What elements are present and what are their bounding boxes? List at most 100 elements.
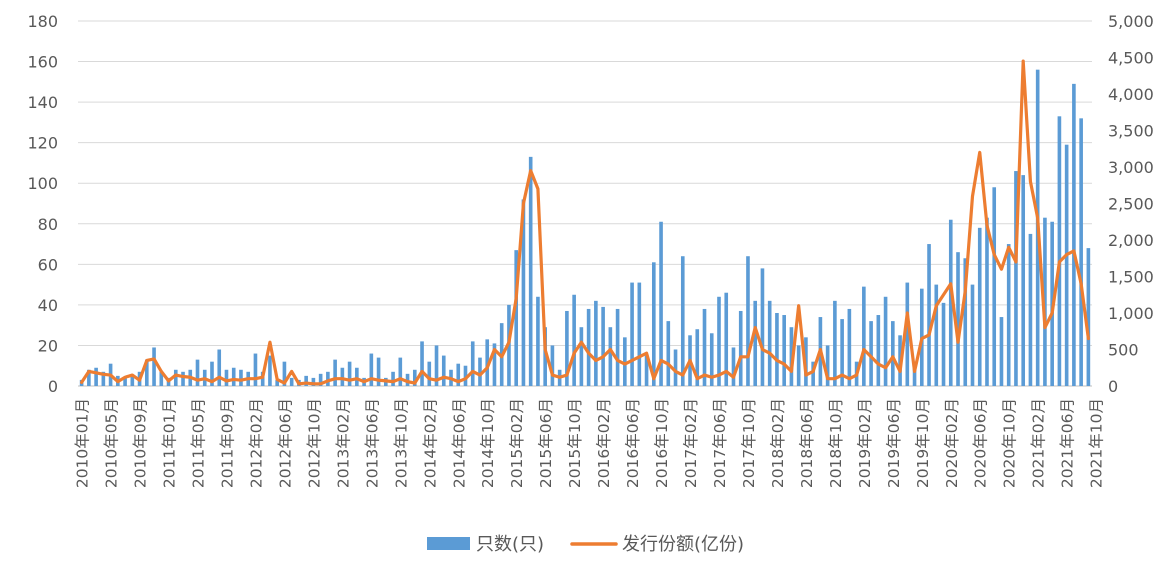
left-axis-tick-label: 40	[38, 296, 58, 315]
x-axis-tick-label: 2016年06月	[624, 398, 642, 488]
bar	[767, 300, 772, 386]
right-axis-tick-label: 3,000	[1108, 158, 1154, 177]
x-axis-tick-label: 2012年06月	[276, 398, 294, 488]
bar	[441, 355, 446, 386]
bar	[470, 341, 475, 386]
bar	[847, 308, 852, 386]
x-axis-tick-label: 2015年10月	[566, 398, 584, 488]
bar	[630, 282, 634, 386]
left-axis-tick-label: 160	[27, 53, 58, 72]
bar	[94, 367, 98, 386]
bar	[1079, 118, 1083, 386]
bar	[565, 310, 569, 386]
x-axis-tick-label: 2011年09月	[218, 398, 236, 488]
bar	[152, 347, 156, 386]
right-axis-tick-label: 2,500	[1108, 195, 1154, 214]
x-axis-tick-label: 2021年10月	[1088, 398, 1106, 488]
bar	[659, 221, 663, 386]
bar	[948, 219, 953, 386]
bar	[311, 377, 316, 386]
bar	[637, 282, 642, 386]
left-axis-tick-label: 100	[27, 174, 58, 193]
bar	[572, 294, 576, 386]
right-axis-tick-label: 2,000	[1108, 231, 1154, 250]
bar	[1014, 171, 1018, 386]
x-axis-tick-label: 2013年06月	[363, 398, 381, 488]
right-axis-tick-label: 4,000	[1108, 85, 1154, 104]
bar	[289, 377, 294, 386]
bar	[673, 349, 678, 386]
bar	[355, 367, 359, 386]
bar	[536, 296, 540, 386]
bar	[680, 256, 685, 386]
bar	[550, 345, 555, 386]
bar	[282, 361, 287, 386]
bar	[260, 371, 265, 386]
bar	[326, 371, 330, 386]
right-axis-tick-label: 500	[1108, 341, 1139, 360]
x-axis-tick-label: 2016年10月	[653, 398, 671, 488]
bar	[210, 361, 214, 386]
bar	[1064, 144, 1069, 386]
bar	[579, 327, 584, 386]
right-axis-tick-label: 3,500	[1108, 122, 1154, 141]
bar	[862, 286, 866, 386]
bar	[275, 379, 279, 386]
bar	[709, 333, 714, 386]
bar	[717, 296, 721, 386]
series-line-issue-volume	[80, 59, 1090, 386]
bar	[702, 308, 707, 386]
bar	[623, 337, 627, 386]
bar	[412, 369, 417, 386]
legend-label-volume: 发行份额(亿份)	[622, 534, 744, 555]
bar	[891, 321, 895, 386]
x-axis-tick-label: 2018年06月	[798, 398, 816, 488]
bar	[101, 371, 106, 386]
x-axis-tick-label: 2011年05月	[190, 398, 208, 488]
bar	[1021, 175, 1026, 386]
x-axis-tick-label: 2016年02月	[595, 398, 613, 488]
bar	[217, 349, 222, 386]
x-axis-tick-label: 2013年10月	[392, 398, 410, 488]
bar	[586, 308, 591, 386]
bar	[427, 361, 432, 386]
bar	[391, 371, 395, 386]
bar	[333, 359, 337, 386]
x-axis-tick-label: 2019年10月	[914, 398, 932, 488]
left-axis-tick-label: 140	[27, 93, 58, 112]
bar	[268, 355, 272, 386]
bar	[724, 292, 729, 386]
x-axis-tick-label: 2017年10月	[740, 398, 758, 488]
bar	[905, 282, 910, 386]
bar	[87, 369, 91, 386]
bar	[181, 371, 185, 386]
bar	[456, 363, 461, 386]
x-axis-tick-label: 2010年05月	[103, 398, 121, 488]
bar	[376, 357, 381, 386]
bar	[123, 377, 127, 386]
legend-swatch-bar	[427, 537, 470, 550]
bar	[253, 353, 258, 386]
bar	[514, 250, 519, 386]
bar	[695, 329, 700, 386]
bar	[651, 262, 656, 386]
bar	[615, 308, 620, 386]
left-axis-tick-label: 80	[38, 215, 58, 234]
x-axis-tick-label: 2010年09月	[132, 398, 150, 488]
bar	[224, 369, 229, 386]
bar	[463, 365, 468, 386]
bar	[999, 317, 1004, 386]
left-axis-tick-label: 0	[48, 377, 58, 396]
right-axis-tick-label: 5,000	[1108, 12, 1154, 31]
bar	[738, 310, 743, 386]
bar	[521, 199, 526, 386]
bar	[347, 361, 352, 386]
bar	[869, 321, 873, 386]
x-axis-tick-label: 2012年02月	[247, 398, 265, 488]
bar	[840, 319, 844, 386]
x-axis-tick-label: 2011年01月	[161, 398, 179, 488]
bar	[1043, 217, 1047, 386]
x-axis-tick-label: 2020年10月	[1001, 398, 1019, 488]
